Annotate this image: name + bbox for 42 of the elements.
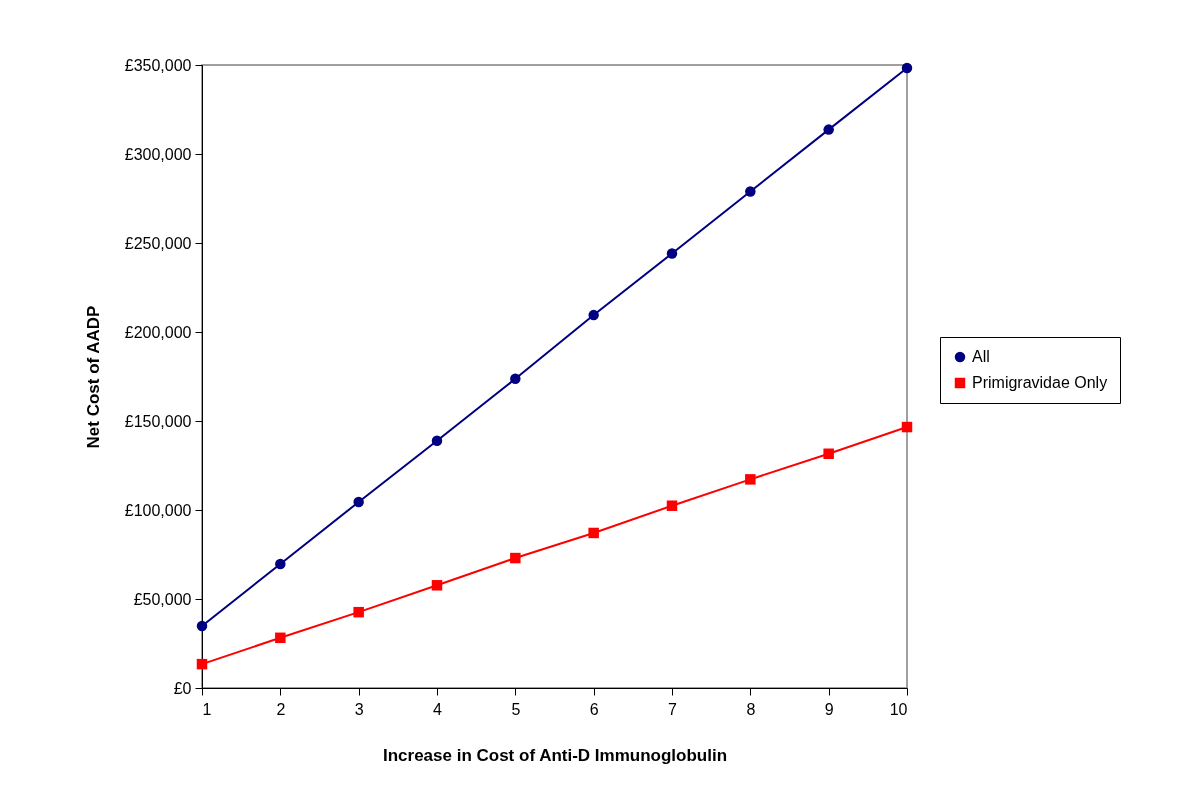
x-tick-label: 5 bbox=[511, 700, 521, 718]
x-tick-label: 6 bbox=[589, 700, 599, 718]
point bbox=[431, 580, 443, 591]
y-tick-label: £300,000 bbox=[124, 145, 192, 163]
y-tick-label: £0 bbox=[173, 679, 192, 697]
x-tick-label: 7 bbox=[668, 700, 678, 718]
point bbox=[275, 632, 286, 644]
point bbox=[275, 558, 286, 570]
point bbox=[666, 248, 678, 259]
point bbox=[196, 620, 208, 632]
y-tick-label: £250,000 bbox=[124, 234, 192, 252]
y-axis-title: Net Cost of AADP bbox=[83, 305, 103, 449]
point bbox=[588, 309, 599, 321]
x-tick-label: 8 bbox=[746, 700, 756, 718]
point bbox=[510, 552, 521, 564]
x-tick-label: 10 bbox=[889, 700, 908, 718]
point bbox=[901, 421, 913, 433]
point bbox=[353, 496, 364, 508]
y-tick-label: £150,000 bbox=[124, 412, 192, 430]
x-tick-label: 3 bbox=[354, 700, 364, 718]
x-tick-label: 4 bbox=[433, 700, 443, 718]
legend-label: All bbox=[972, 348, 990, 365]
point bbox=[588, 527, 599, 539]
y-tick-label: £100,000 bbox=[124, 501, 192, 519]
point bbox=[745, 186, 756, 197]
y-tick-label: £200,000 bbox=[124, 323, 192, 341]
x-tick-label: 1 bbox=[202, 700, 212, 718]
legend-label: Primigravidae Only bbox=[972, 374, 1108, 391]
point bbox=[745, 474, 756, 485]
point bbox=[823, 448, 834, 459]
x-tick-label: 2 bbox=[276, 700, 286, 718]
point bbox=[353, 606, 364, 618]
x-axis-title: Increase in Cost of Anti-D Immunoglobulin bbox=[382, 745, 728, 765]
y-tick-label: £350,000 bbox=[124, 56, 192, 74]
point bbox=[196, 658, 208, 670]
point bbox=[510, 373, 521, 385]
point bbox=[431, 435, 443, 446]
point bbox=[901, 62, 913, 74]
point bbox=[666, 500, 678, 511]
point bbox=[823, 124, 834, 135]
x-tick-label: 9 bbox=[824, 700, 834, 718]
y-tick-label: £50,000 bbox=[133, 590, 192, 608]
